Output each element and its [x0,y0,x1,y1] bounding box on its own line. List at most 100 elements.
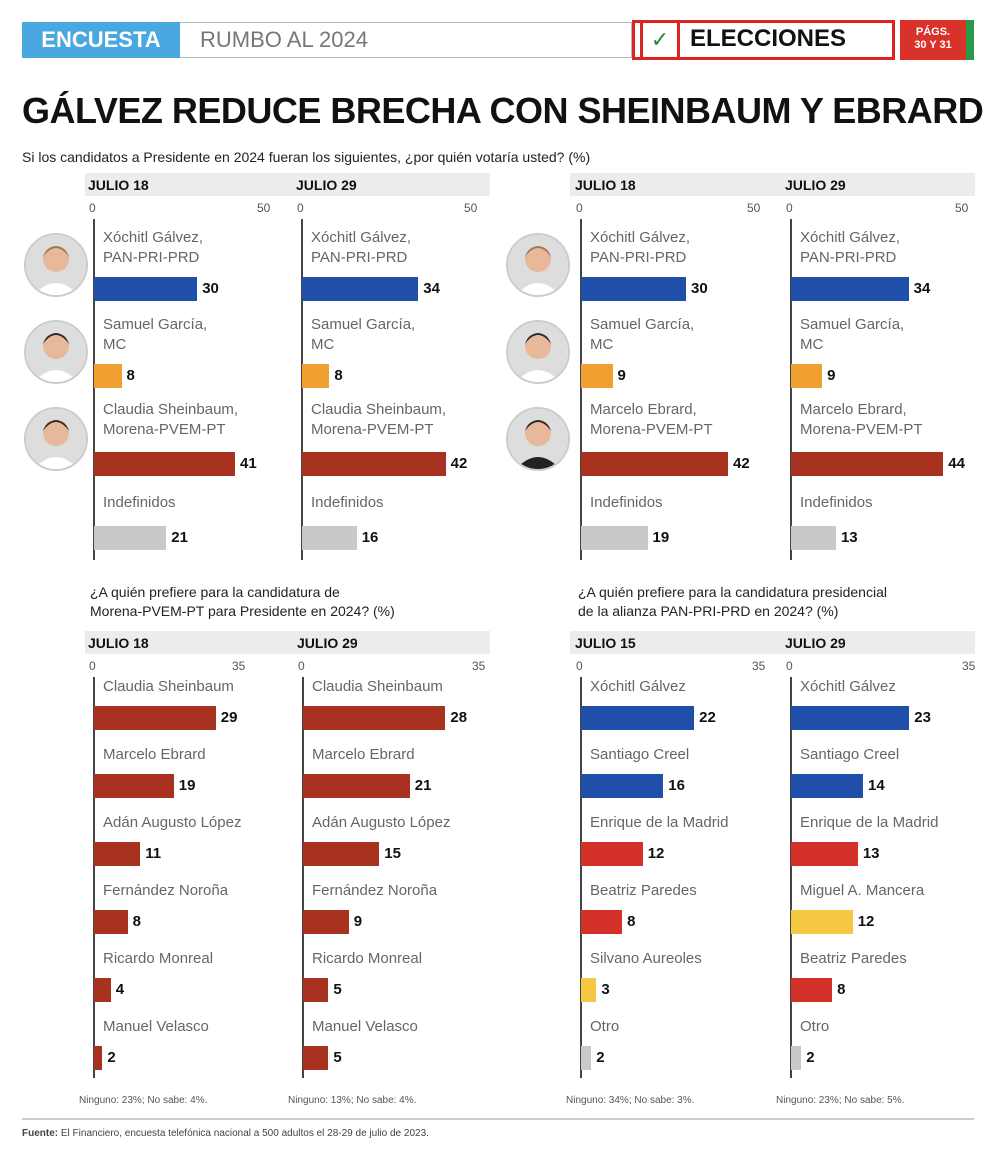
data-label: 28 [450,709,468,726]
bar [791,364,823,388]
label-line: Morena-PVEM-PT [800,421,923,438]
data-label: 13 [862,845,880,862]
data-label: 29 [220,709,238,726]
bar-label: Xóchitl Gálvez [800,677,896,697]
tick-label: 0 [89,659,96,673]
bar [303,774,410,798]
label-line: Marcelo Ebrard [312,746,415,763]
section-label: ENCUESTA [22,22,180,58]
tick-label: 0 [576,201,583,215]
panel-note: Ninguno: 23%; No sabe: 4%. [79,1095,208,1106]
label-line: Santiago Creel [590,746,690,763]
label-line: Claudia Sheinbaum [312,678,443,695]
bar [581,842,643,866]
tick-label: 0 [297,201,304,215]
bar [94,842,141,866]
bar-label: Xóchitl Gálvez, PAN-PRI-PRD [590,228,690,268]
label-line: Xóchitl Gálvez [800,678,896,695]
question-bottom-left: ¿A quién prefiere para la candidatura de… [90,583,395,621]
bar [581,1046,592,1070]
data-label: 41 [240,455,257,472]
bar-label: Silvano Aureoles [590,949,702,969]
bar-label: Otro [590,1017,619,1037]
bar-label: Ricardo Monreal [103,949,213,969]
axis-line [93,677,95,1078]
panel-date: JULIO 29 [297,635,358,651]
tick-label: 0 [576,659,583,673]
label-line: Xóchitl Gálvez, [800,229,901,246]
data-label: 2 [107,1049,116,1066]
axis-line [580,677,582,1078]
data-label: 16 [361,529,379,546]
data-label: 8 [334,367,343,384]
label-line: Morena-PVEM-PT [103,421,226,438]
label-line: PAN-PRI-PRD [311,249,408,266]
tick-label: 35 [472,659,486,673]
bar [581,706,695,730]
bar-label: Indefinidos [590,493,663,513]
label-line: MC [103,336,127,353]
label-line: Otro [800,1018,830,1035]
axis-line [790,677,792,1078]
data-label: 11 [145,845,162,862]
bar-label: Indefinidos [800,493,873,513]
label-line: Indefinidos [103,494,176,511]
axis-line [301,219,303,560]
q-line: ¿A quién prefiere para la candidatura pr… [578,584,887,600]
label-line: Claudia Sheinbaum, [311,401,447,418]
data-label: 12 [647,845,665,862]
data-label: 8 [126,367,135,384]
bar-label: Xóchitl Gálvez, PAN-PRI-PRD [800,228,900,268]
tick-label: 35 [232,659,246,673]
label-line: Xóchitl Gálvez [590,678,686,695]
bar [791,978,833,1002]
bar [581,774,664,798]
data-label: 8 [627,913,636,930]
label-line: Marcelo Ebrard, [590,401,697,418]
q-line: de la alianza PAN-PRI-PRD en 2024? (%) [578,603,839,619]
candidate-photo [506,233,570,297]
bar-label: Manuel Velasco [103,1017,209,1037]
bar-label: Fernández Noroña [103,881,228,901]
label-line: Xóchitl Gálvez, [103,229,204,246]
axis-line [93,219,95,560]
tick-label: 0 [89,201,96,215]
bar [94,910,128,934]
bar [94,706,216,730]
bar [303,978,329,1002]
bar [94,277,198,301]
label-line: Adán Augusto López [312,814,451,831]
label-line: Marcelo Ebrard, [800,401,907,418]
data-label: 42 [450,455,468,472]
data-label: 19 [178,777,196,794]
panel-date: JULIO 18 [88,635,149,651]
q-line: ¿A quién prefiere para la candidatura de [90,584,340,600]
label-line: Ricardo Monreal [103,950,214,967]
bar-label: Miguel A. Mancera [800,881,924,901]
data-label: 30 [202,280,219,297]
bar-label: Xóchitl Gálvez [590,677,686,697]
label-line: Samuel García, [590,316,695,333]
data-label: 8 [837,981,846,998]
label-line: PAN-PRI-PRD [590,249,687,266]
divider [22,1118,974,1120]
bar [791,452,944,476]
pages-line2: 30 Y 31 [914,39,952,51]
panel-note: Ninguno: 23%; No sabe: 5%. [776,1095,905,1106]
label-line: Fernández Noroña [312,882,438,899]
bar-label: Beatriz Paredes [800,949,907,969]
panel-date: JULIO 18 [575,177,636,193]
tick-label: 50 [955,201,969,215]
label-line: Morena-PVEM-PT [590,421,713,438]
axis-line [580,219,582,560]
tick-label: 0 [786,659,793,673]
panel-date: JULIO 18 [88,177,149,193]
bar [791,526,836,550]
bar-label: Enrique de la Madrid [800,813,938,833]
data-label: 30 [691,280,708,297]
bar [303,1046,329,1070]
panel-note: Ninguno: 34%; No sabe: 3%. [566,1095,695,1106]
bar [791,277,909,301]
bar-label: Fernández Noroña [312,881,437,901]
label-line: Marcelo Ebrard [103,746,206,763]
